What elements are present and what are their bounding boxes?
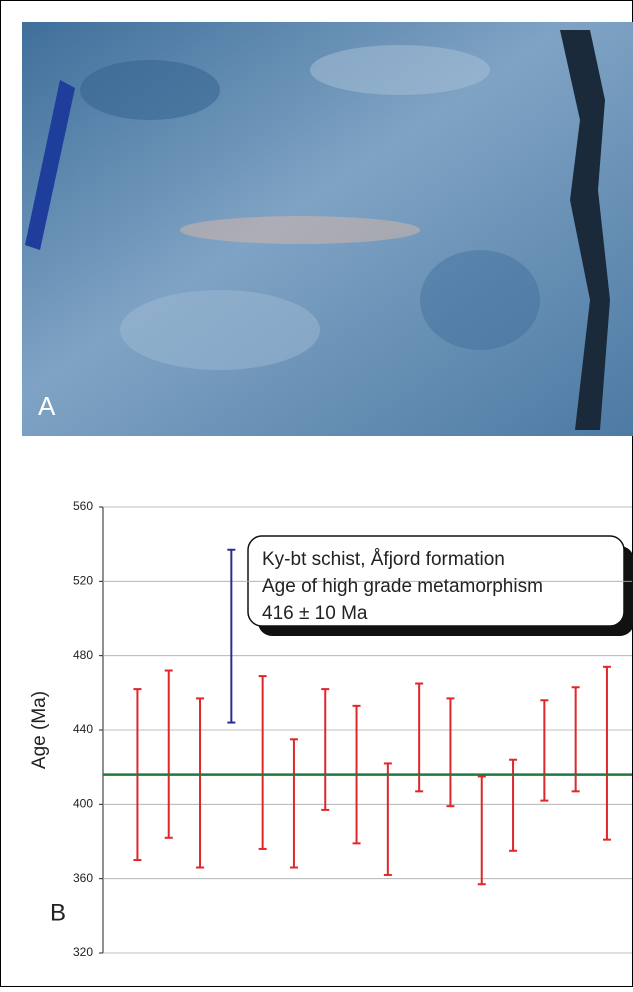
y-tick-label: 360 bbox=[73, 871, 93, 885]
annotation-line: Ky-bt schist, Åfjord formation bbox=[262, 549, 505, 570]
y-tick-label: 400 bbox=[73, 797, 93, 811]
y-axis-label: Age (Ma) bbox=[29, 691, 50, 769]
y-tick-label: 480 bbox=[73, 648, 93, 662]
y-tick-label: 440 bbox=[73, 722, 93, 736]
y-tick-label: 560 bbox=[73, 499, 93, 513]
annotation-line: Age of high grade metamorphism bbox=[262, 576, 543, 597]
y-tick-label: 320 bbox=[73, 945, 93, 959]
panel-label: A bbox=[38, 391, 56, 421]
photo: A bbox=[22, 22, 633, 436]
annotation-line: 416 ± 10 Ma bbox=[262, 603, 368, 624]
page: {"panel_a": {"label": "A"}, "chart_data"… bbox=[0, 0, 633, 992]
panel-label: B bbox=[50, 899, 66, 926]
figure: A B Age (Ma) 320 360 400 440 480 520 560 Ky-bt … bbox=[0, 0, 633, 987]
y-tick-label: 520 bbox=[73, 574, 93, 588]
